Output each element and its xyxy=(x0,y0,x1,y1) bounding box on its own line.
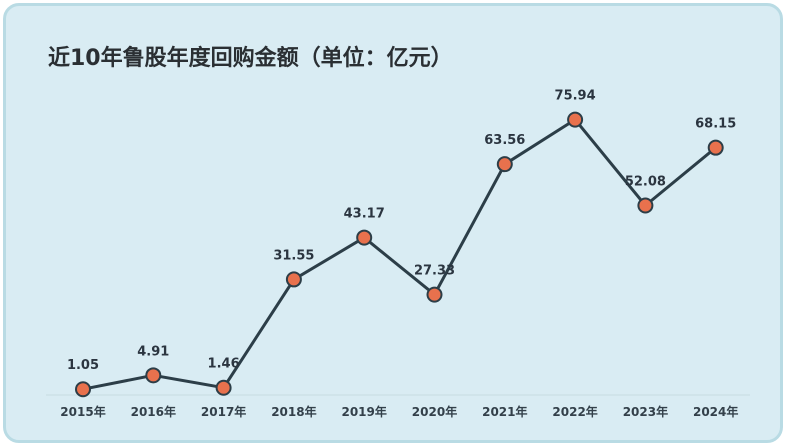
series-line xyxy=(82,118,717,391)
data-point-marker xyxy=(215,379,232,396)
data-point-marker xyxy=(356,229,373,246)
x-tick-label: 2024年 xyxy=(693,404,738,419)
data-point-marker xyxy=(567,111,584,128)
data-label: 27.33 xyxy=(414,264,455,279)
x-tick-label: 2023年 xyxy=(623,404,668,419)
data-point-marker xyxy=(426,286,443,303)
data-point-marker xyxy=(637,197,654,214)
data-point-marker xyxy=(496,156,513,173)
x-tick-label: 2015年 xyxy=(60,404,105,419)
data-label: 1.46 xyxy=(208,357,240,372)
data-label: 43.17 xyxy=(344,207,385,222)
chart-title: 近10年鲁股年度回购金额（单位：亿元） xyxy=(48,46,453,71)
data-point-marker xyxy=(145,367,162,384)
x-tick-label: 2018年 xyxy=(271,404,316,419)
data-labels: 1.05 4.91 1.46 31.55 43.17 27.33 63.56 75.94 52.… xyxy=(67,89,736,374)
data-label: 68.15 xyxy=(695,117,736,132)
data-label: 1.05 xyxy=(67,358,99,373)
data-point-marker xyxy=(75,381,91,398)
x-tick-label: 2016年 xyxy=(131,404,176,419)
data-label: 63.56 xyxy=(484,133,525,148)
x-tick-label: 2022年 xyxy=(552,404,597,419)
data-label: 31.55 xyxy=(273,248,314,263)
data-markers xyxy=(75,111,724,398)
data-label: 75.94 xyxy=(555,89,596,104)
x-axis-ticks: 2015年 2016年 2017年 2018年 2019年 2020年 2021年 2022年… xyxy=(60,404,738,419)
data-label: 52.08 xyxy=(625,175,666,190)
x-tick-label: 2020年 xyxy=(412,404,457,419)
x-tick-label: 2021年 xyxy=(482,404,527,419)
data-point-marker xyxy=(707,139,724,156)
data-point-marker xyxy=(285,271,302,288)
chart-card: 近10年鲁股年度回购金额（单位：亿元） xyxy=(3,3,783,443)
x-tick-label: 2019年 xyxy=(341,404,386,419)
x-tick-label: 2017年 xyxy=(201,404,246,419)
data-label: 4.91 xyxy=(137,344,169,359)
